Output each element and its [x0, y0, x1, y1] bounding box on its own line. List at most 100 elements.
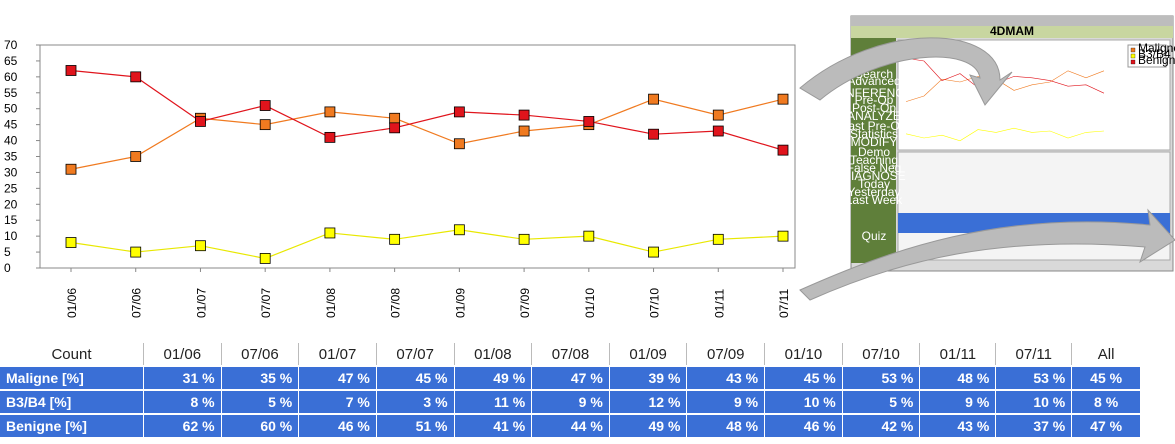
- menu-item: Post-Op: [852, 101, 896, 115]
- cell: 10 %: [995, 389, 1072, 414]
- y-tick-label: 20: [4, 197, 18, 211]
- y-tick-label: 5: [4, 245, 11, 259]
- cell: 62 %: [142, 413, 222, 437]
- cell: 46 %: [298, 413, 377, 437]
- cell: 3 %: [375, 389, 455, 414]
- y-tick-label: 0: [4, 261, 11, 275]
- cell: 9 %: [531, 389, 610, 414]
- cell: 35 %: [220, 365, 299, 390]
- y-tick-label: 25: [4, 181, 18, 195]
- x-tick-label: 01/10: [583, 288, 597, 318]
- point: [195, 116, 206, 127]
- cell: 9 %: [686, 389, 765, 414]
- series-line: [70, 229, 784, 260]
- point: [195, 240, 206, 252]
- menu-item: DIAGNOSE: [842, 169, 905, 183]
- cell: 53 %: [841, 365, 920, 390]
- cell: 46 %: [764, 413, 843, 437]
- x-tick-label: 01/08: [324, 288, 338, 318]
- y-tick-label: 35: [4, 150, 18, 164]
- cell: 39 %: [608, 365, 687, 390]
- column-header: All: [1071, 343, 1140, 366]
- y-tick-label: 55: [4, 86, 18, 100]
- point: [648, 128, 659, 140]
- cell: 47 %: [1071, 413, 1140, 437]
- menu-item: Demo: [858, 145, 890, 159]
- cell: 51 %: [375, 413, 455, 437]
- column-header: 01/06: [142, 343, 222, 366]
- column-header: 07/06: [220, 343, 299, 366]
- column-header: 07/11: [995, 343, 1072, 366]
- cell: 12 %: [608, 389, 687, 414]
- cell: 11 %: [453, 389, 532, 414]
- point: [389, 122, 401, 134]
- column-header: Count: [51, 345, 92, 363]
- cell: 5 %: [841, 389, 920, 414]
- cell: 45 %: [1071, 365, 1140, 390]
- cell: 42 %: [841, 413, 920, 437]
- cell: 31 %: [142, 365, 222, 390]
- y-tick-label: 70: [4, 38, 18, 52]
- cell: 45 %: [375, 365, 455, 390]
- cell: 10 %: [764, 389, 843, 414]
- legend-swatch: [1130, 59, 1136, 65]
- plot-frame: [39, 44, 796, 269]
- menu-item: ANALYZE: [847, 109, 901, 123]
- point: [583, 230, 595, 242]
- y-tick-label: 40: [4, 134, 18, 148]
- stats-table: Count 01/06 07/06 01/07 07/07 01/08 07/08 01/09…: [0, 343, 1140, 437]
- arrow: [799, 208, 1175, 301]
- thumb-title: 4DMAM: [990, 24, 1034, 38]
- cell: 37 %: [995, 413, 1072, 437]
- point: [324, 227, 336, 239]
- menu-item: Today: [858, 177, 890, 191]
- arrow: [799, 37, 1013, 106]
- point: [777, 93, 789, 105]
- y-tick-label: 45: [4, 118, 18, 132]
- point: [65, 65, 77, 76]
- cell: 41 %: [453, 413, 532, 437]
- x-tick-label: 07/06: [130, 288, 144, 318]
- x-tick-label: 07/11: [777, 289, 791, 318]
- point: [712, 125, 724, 137]
- legend-label: B3/B4: [1138, 47, 1171, 61]
- point: [389, 112, 401, 124]
- cell: 9 %: [919, 389, 996, 414]
- column-header: 07/07: [375, 343, 455, 366]
- x-tick-label: 01/06: [65, 288, 79, 318]
- point: [65, 163, 77, 175]
- point: [518, 233, 530, 245]
- cell: 43 %: [686, 365, 765, 390]
- point: [583, 116, 595, 127]
- column-header: 01/10: [764, 343, 843, 366]
- menu-item: CONFERENCES: [828, 86, 920, 100]
- mini-line: [905, 127, 1105, 142]
- cell: 8 %: [1071, 389, 1140, 414]
- menu-item: Quiz: [862, 229, 887, 243]
- mini-line: [905, 70, 1105, 102]
- y-tick-label: 50: [4, 102, 18, 116]
- point: [324, 131, 336, 143]
- legend-label: Benigne: [1138, 53, 1175, 67]
- point: [453, 138, 465, 150]
- cell: 53 %: [995, 365, 1072, 390]
- menu-item: False Neg: [847, 161, 902, 175]
- cell: 48 %: [919, 365, 996, 390]
- data-row: Maligne [%] 31 % 35 % 47 % 45 % 49 % 47 % 39 % 4…: [0, 365, 1140, 390]
- mini-chart: [897, 39, 1171, 151]
- header-bar: [851, 26, 1173, 38]
- legend-swatch: [1130, 47, 1136, 53]
- menu-item: Last Week: [846, 193, 903, 207]
- column-header: 01/08: [453, 343, 532, 366]
- point: [324, 106, 336, 118]
- point: [259, 253, 271, 264]
- y-tick-label: 15: [4, 213, 18, 227]
- menu-item: Advanced: [847, 74, 900, 88]
- title-bar: [851, 16, 1173, 26]
- point: [712, 109, 724, 121]
- menu-item: Teaching: [850, 153, 898, 167]
- column-header: 07/08: [531, 343, 610, 366]
- menu-item: Pre-Op: [855, 93, 894, 107]
- point: [648, 93, 659, 105]
